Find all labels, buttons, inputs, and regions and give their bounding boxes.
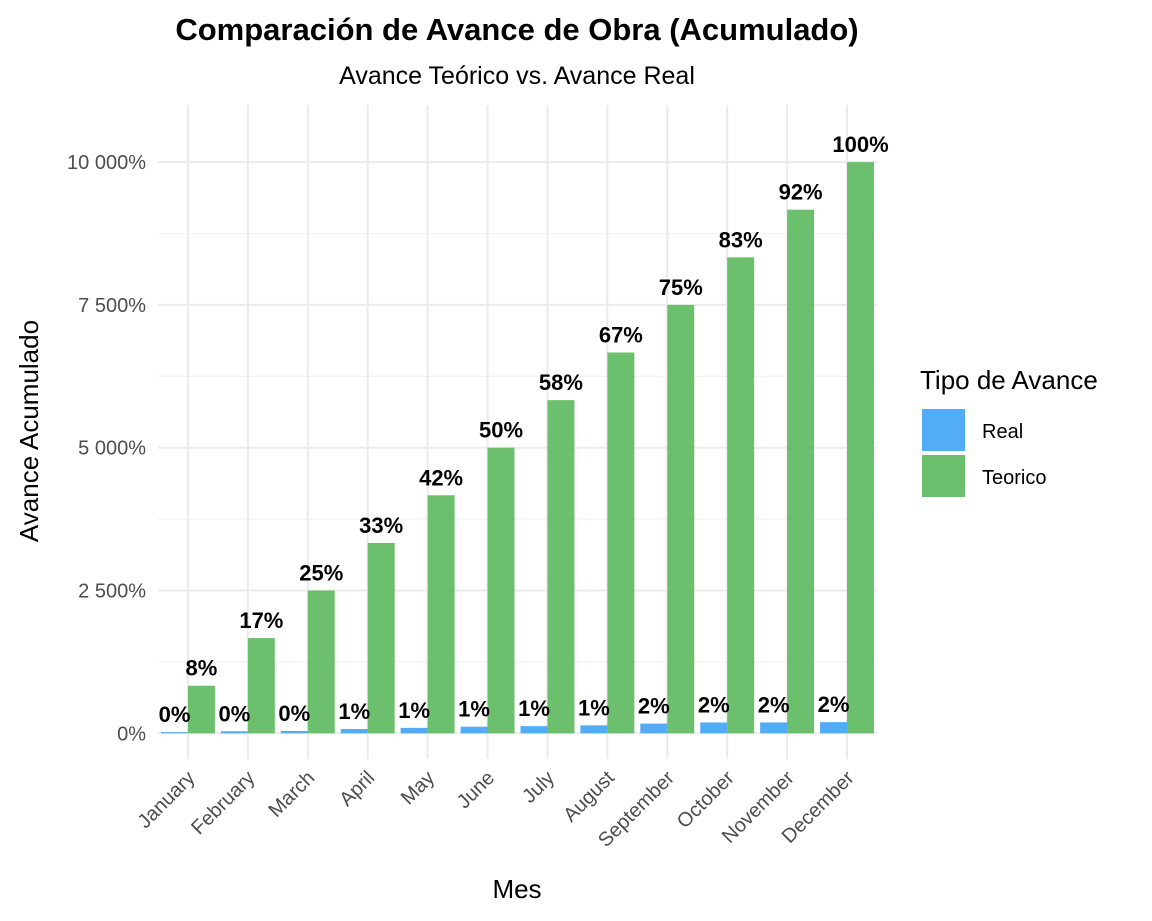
bar-label-teorico: 17% (239, 608, 283, 633)
bar-real (520, 726, 548, 734)
legend-key-real (922, 409, 965, 451)
bar-teorico (847, 162, 875, 734)
bar-label-real: 1% (458, 697, 490, 722)
bar-label-real: 0% (278, 701, 310, 726)
y-axis-ticks: 0% 2 500% 5 000% 7 500% 10 000% (67, 152, 146, 745)
legend-label-teorico: Teorico (982, 467, 1046, 489)
y-tick-label: 5 000% (78, 438, 146, 460)
bar-label-teorico: 58% (539, 370, 583, 395)
bar-label-teorico: 33% (359, 513, 403, 538)
bar-label-teorico: 92% (779, 180, 823, 205)
bar-label-real: 1% (578, 695, 610, 720)
chart-title: Comparación de Avance de Obra (Acumulado… (175, 12, 858, 47)
bar-teorico (367, 542, 395, 734)
bar-teorico (187, 685, 215, 734)
bar-label-real: 2% (818, 692, 850, 717)
bar-real (400, 727, 428, 734)
bar-label-teorico: 67% (599, 322, 643, 347)
bar-label-teorico: 8% (186, 656, 218, 681)
bar-teorico (607, 352, 635, 734)
bar-label-teorico: 50% (479, 418, 523, 443)
bar-label-teorico: 42% (419, 465, 463, 490)
bar-teorico (547, 400, 575, 734)
bar-teorico (667, 304, 695, 734)
bar-real (820, 722, 848, 734)
bar-real (220, 731, 248, 734)
y-axis-title: Avance Acumulado (14, 320, 44, 542)
bar-teorico (247, 638, 275, 734)
y-tick-label: 7 500% (78, 295, 146, 317)
bar-label-teorico: 75% (659, 275, 703, 300)
bar-teorico (307, 590, 335, 734)
legend-key-teorico (922, 455, 965, 497)
bar-real (460, 726, 488, 734)
bar-labels: 0% 0% 0% 1% 1% 1% 1% 1% 2% 2% 2% 2% 8% 17% 25% 33% 42% 50… (159, 132, 889, 727)
y-tick-label: 2 500% (78, 581, 146, 603)
bar-teorico (427, 495, 455, 734)
bar-label-real: 0% (159, 702, 191, 727)
bar-label-real: 2% (638, 694, 670, 719)
bar-real (160, 732, 188, 734)
x-axis-title: Mes (492, 874, 541, 904)
bar-label-real: 0% (218, 701, 250, 726)
chart-subtitle: Avance Teórico vs. Avance Real (339, 62, 695, 90)
bars (160, 162, 875, 734)
y-tick-label: 0% (117, 723, 146, 745)
legend-label-real: Real (982, 421, 1023, 443)
bar-real (340, 729, 368, 734)
bar-label-real: 2% (758, 692, 790, 717)
bar-label-real: 2% (698, 692, 730, 717)
bar-real (760, 722, 788, 734)
bar-label-real: 1% (338, 699, 370, 724)
bar-label-teorico: 25% (299, 561, 343, 586)
bar-label-real: 1% (518, 696, 550, 721)
bar-label-teorico: 83% (719, 227, 763, 252)
bar-real (700, 722, 728, 734)
bar-teorico (727, 257, 755, 734)
y-tick-label: 10 000% (67, 152, 146, 174)
bar-real (640, 723, 668, 734)
bar-label-teorico: 100% (832, 132, 888, 157)
bar-label-real: 1% (398, 698, 430, 723)
legend-title: Tipo de Avance (920, 365, 1098, 395)
legend: Tipo de Avance Real Teorico (920, 365, 1098, 497)
bar-real (280, 731, 308, 734)
bar-teorico (787, 209, 815, 734)
bar-real (580, 725, 608, 734)
bar-teorico (487, 447, 515, 734)
